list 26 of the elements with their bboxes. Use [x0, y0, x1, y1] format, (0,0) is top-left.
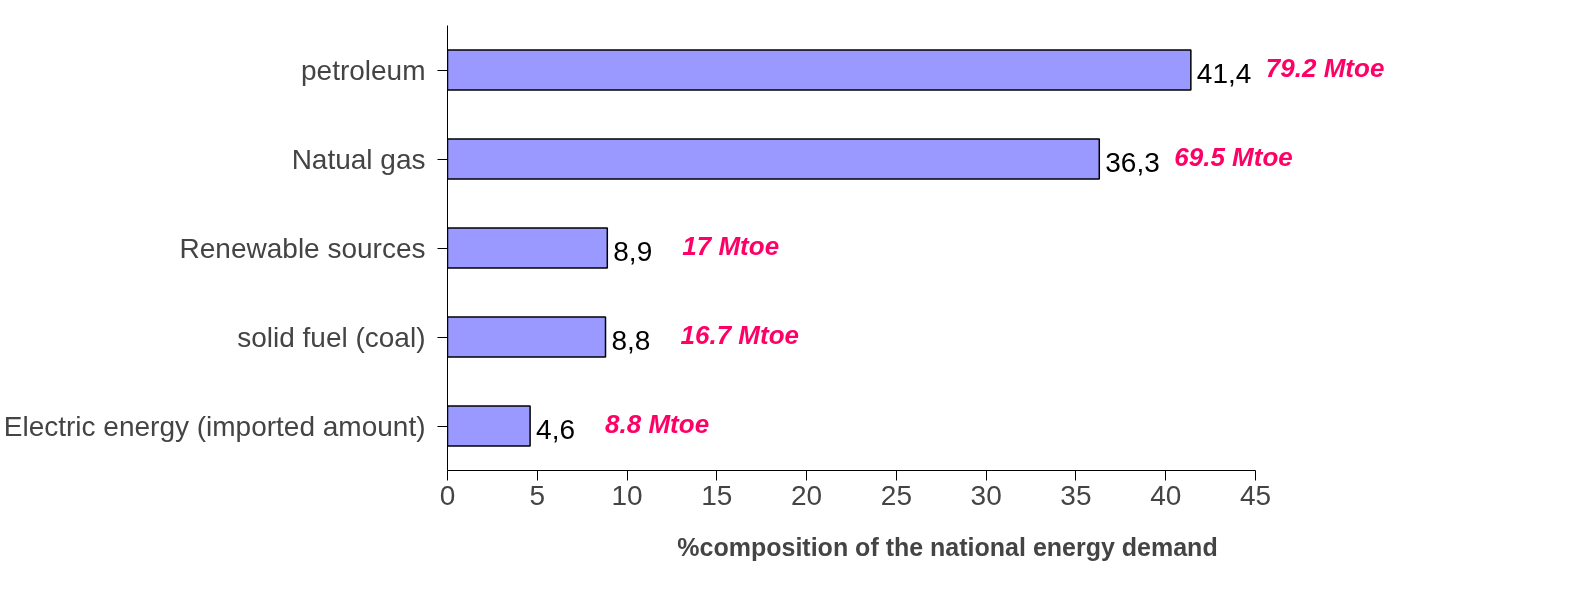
x-axis-title: %composition of the national energy demand — [677, 532, 1218, 561]
data-label: 4,6 — [536, 414, 576, 445]
x-tick-label: 15 — [701, 479, 733, 511]
annotation: 79.2 Mtoe — [1265, 53, 1385, 83]
x-tick-label: 40 — [1150, 479, 1182, 511]
data-label: 41,4 — [1196, 58, 1252, 89]
data-label: 8,9 — [613, 236, 653, 267]
y-tick-label: Renewable sources — [179, 232, 426, 264]
data-label: 36,3 — [1105, 147, 1160, 178]
annotation: 69.5 Mtoe — [1174, 142, 1293, 172]
y-tick-label: Electric energy (imported amount) — [3, 410, 426, 442]
x-tick-label: 30 — [970, 479, 1002, 511]
x-tick-label: 35 — [1060, 479, 1092, 511]
x-tick-label: 45 — [1239, 479, 1272, 511]
annotation: 16.7 Mtoe — [680, 320, 800, 350]
y-tick-label: solid fuel (coal) — [237, 321, 426, 353]
x-tick-label: 10 — [611, 479, 643, 511]
annotation: 17 Mtoe — [682, 231, 780, 261]
x-tick-label: 5 — [529, 479, 546, 511]
x-tick-label: 20 — [791, 479, 823, 511]
y-tick-label: petroleum — [300, 54, 426, 86]
x-tick-label: 0 — [439, 479, 456, 511]
annotation: 8.8 Mtoe — [605, 409, 710, 439]
data-label: 8,8 — [611, 325, 651, 356]
y-tick-label: Natual gas — [291, 143, 426, 175]
x-tick-label: 25 — [880, 479, 912, 511]
